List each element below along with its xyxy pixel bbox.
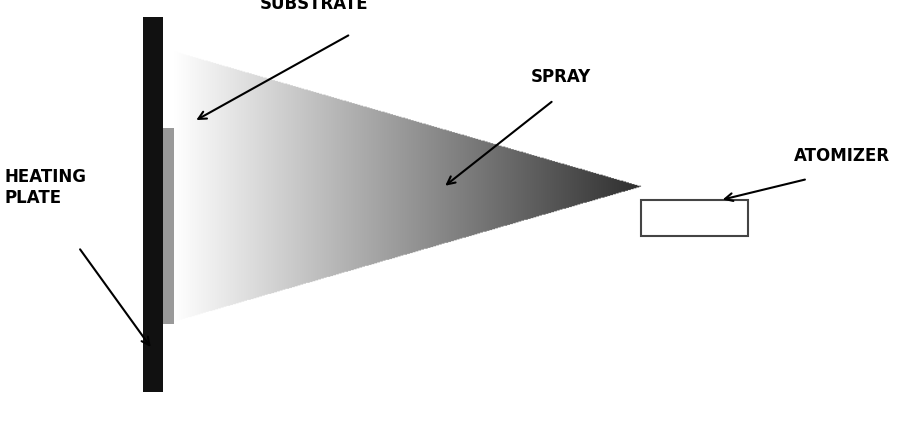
Bar	[143, 17, 163, 392]
Bar	[641, 200, 748, 236]
Bar	[163, 128, 174, 324]
Text: HEATING
PLATE: HEATING PLATE	[5, 168, 87, 207]
Text: ATOMIZER: ATOMIZER	[794, 147, 890, 165]
Text: SPRAY: SPRAY	[531, 68, 591, 86]
Text: SUBSTRATE: SUBSTRATE	[259, 0, 368, 13]
